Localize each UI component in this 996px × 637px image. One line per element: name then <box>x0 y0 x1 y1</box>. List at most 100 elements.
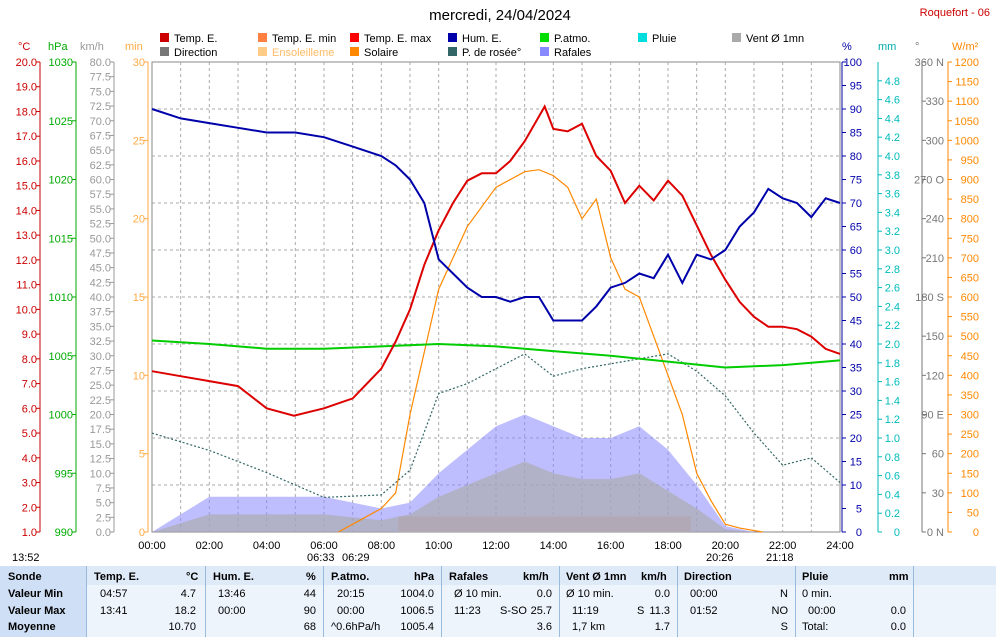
gust-min: 0.0 <box>536 588 552 600</box>
temp-tick-label: 8.0 <box>22 354 37 366</box>
temp-tick-label: 6.0 <box>22 403 37 415</box>
hum-unit: % <box>842 41 852 53</box>
press-unit: hPa <box>48 41 68 53</box>
solar-tick-label: 450 <box>961 351 979 363</box>
rain-tick-label: 1.6 <box>885 377 900 389</box>
series-vent-1mn <box>152 461 840 532</box>
wind-unit-col: km/h <box>641 571 667 583</box>
rain-tick-label: 3.2 <box>885 226 900 238</box>
wind-tick-label: 75.0 <box>90 86 111 98</box>
direction-tick-label: 30 <box>932 488 944 500</box>
humidity-tick-label: 40 <box>850 339 862 351</box>
gust-avg: 3.6 <box>536 621 552 633</box>
wind-tick-label: 15.0 <box>90 439 111 451</box>
wind-min-label: Ø 10 min. <box>566 588 614 600</box>
dir-max: NO <box>771 605 789 617</box>
legend-label: Vent Ø 1mn <box>746 33 804 45</box>
humidity-tick-label: 55 <box>850 269 862 281</box>
humidity-tick-label: 25 <box>850 410 862 422</box>
humidity-tick-label: 35 <box>850 363 862 375</box>
temp-tick-label: 11.0 <box>16 280 37 292</box>
temp-tick-label: 17.0 <box>16 131 37 143</box>
temp-min: 4.7 <box>180 588 196 600</box>
x-tick-label: 00:00 <box>138 540 166 552</box>
pressure-tick-label: 990 <box>55 527 73 539</box>
wind-tick-label: 35.0 <box>90 321 111 333</box>
rain-tick-label: 2.6 <box>885 283 900 295</box>
hum-unit-col: % <box>306 571 316 583</box>
legend-label: Temp. E. max <box>364 33 432 45</box>
humidity-tick-label: 45 <box>850 316 862 328</box>
temp-avg: 10.70 <box>168 621 196 633</box>
pressure-tick-label: 995 <box>55 468 73 480</box>
solar-tick-label: 1200 <box>955 57 979 69</box>
wind-tick-label: 20.0 <box>90 410 111 422</box>
temp-tick-label: 13.0 <box>16 230 37 242</box>
series-solaire <box>338 169 763 533</box>
pressure-tick-label: 1020 <box>49 175 73 187</box>
humidity-tick-label: 100 <box>844 57 862 69</box>
series-p-atmo <box>151 339 841 369</box>
direction-tick-label: 270 O <box>914 175 944 187</box>
dir-unit: ° <box>915 41 919 53</box>
x-tick-label: 02:00 <box>196 540 224 552</box>
direction-tick-label: 360 N <box>915 57 944 69</box>
axes: 1.0 2.0 3.0 4.0 5.0 6.0 7.0 8.0 9.0 10.0 11.0 12.0 1… <box>16 57 979 539</box>
rain-tick-label: 1.0 <box>885 433 900 445</box>
rain-tick-label: 1.4 <box>885 395 900 407</box>
legend-label: P.atmo. <box>554 33 591 45</box>
wind-tick-label: 72.5 <box>90 101 111 113</box>
legend-label: Rafales <box>554 47 592 59</box>
solar-tick-label: 50 <box>967 507 979 519</box>
legend-swatch <box>160 33 169 42</box>
temp-tick-label: 5.0 <box>22 428 37 440</box>
legend-swatch <box>732 33 741 42</box>
press-title: P.atmo. <box>331 571 370 583</box>
direction-tick-label: 90 E <box>921 410 944 422</box>
wind-tick-label: 52.5 <box>90 219 111 231</box>
wind-tick-label: 80.0 <box>90 57 111 69</box>
temp-tick-label: 19.0 <box>16 82 37 94</box>
wind-tick-label: 5.0 <box>96 498 111 510</box>
legend: Temp. E. Temp. E. min Temp. E. max Hum. E. P… <box>160 33 804 59</box>
direction-tick-label: 180 S <box>915 292 944 304</box>
x-tick-label: 22:00 <box>769 540 797 552</box>
wind-tick-label: 60.0 <box>90 175 111 187</box>
direction-tick-label: 150 <box>926 331 944 343</box>
legend-label: Temp. E. <box>174 33 217 45</box>
hum-title: Hum. E. <box>213 571 254 583</box>
humidity-tick-label: 20 <box>850 433 862 445</box>
press-unit-col: hPa <box>414 571 435 583</box>
axis-units: °C hPa km/h min % mm ° W/m² <box>18 41 979 53</box>
wind-tick-label: 10.0 <box>90 468 111 480</box>
legend-swatch <box>638 33 647 42</box>
solar-tick-label: 900 <box>961 175 979 187</box>
humidity-tick-label: 50 <box>850 292 862 304</box>
x-tick-label: 18:00 <box>654 540 682 552</box>
wind-tick-label: 27.5 <box>90 365 111 377</box>
rain-tick-label: 0 <box>894 527 900 539</box>
rain-tick-label: 4.6 <box>885 95 900 107</box>
direction-tick-label: 330 <box>926 96 944 108</box>
row-label-max: Valeur Max <box>8 605 66 617</box>
dir-title: Direction <box>684 571 732 583</box>
sun_min-tick-label: 20 <box>133 214 145 226</box>
pressure-tick-label: 1015 <box>49 233 73 245</box>
temp-min-time: 04:57 <box>100 588 128 600</box>
solar-tick-label: 700 <box>961 253 979 265</box>
sun-unit: min <box>125 41 143 53</box>
wind-tick-label: 22.5 <box>90 395 111 407</box>
row-label-sonde: Sonde <box>8 571 42 583</box>
humidity-tick-label: 95 <box>850 81 862 93</box>
dir-min: N <box>780 588 788 600</box>
wind-avg: 1.7 <box>654 621 670 633</box>
wind-tick-label: 67.5 <box>90 130 111 142</box>
temp-tick-label: 3.0 <box>22 478 37 490</box>
bottom-labels: 13:52 06:33 06:29 20:26 21:18 <box>12 552 794 564</box>
press-min: 1004.0 <box>400 588 434 600</box>
wind-tick-label: 40.0 <box>90 292 111 304</box>
temp-max-time: 13:41 <box>100 605 128 617</box>
rain-tick-label: 3.0 <box>885 245 900 257</box>
solar-unit: W/m² <box>952 41 979 53</box>
sun_min-tick-label: 15 <box>133 292 145 304</box>
